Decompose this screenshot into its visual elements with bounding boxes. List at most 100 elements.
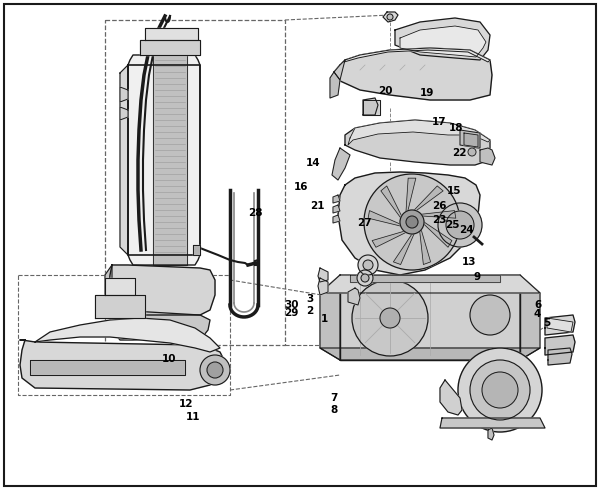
Polygon shape [140,40,200,55]
Circle shape [470,295,510,335]
Polygon shape [333,205,340,213]
Polygon shape [318,278,328,295]
Text: 12: 12 [179,399,193,409]
Text: 15: 15 [447,186,461,196]
Polygon shape [406,178,416,212]
Polygon shape [105,278,135,295]
Polygon shape [345,120,490,165]
Polygon shape [20,340,225,390]
Circle shape [200,355,230,385]
Polygon shape [334,60,345,80]
Polygon shape [368,211,401,226]
Polygon shape [338,172,480,275]
Text: 29: 29 [284,308,299,318]
Polygon shape [153,55,187,265]
Text: 17: 17 [432,117,446,126]
Text: 20: 20 [378,86,392,96]
Polygon shape [348,120,490,145]
Text: 23: 23 [432,215,446,224]
Text: 6: 6 [534,300,541,310]
Circle shape [406,216,418,228]
Text: 10: 10 [162,354,176,364]
Text: 2: 2 [306,306,313,316]
Polygon shape [320,275,340,360]
Polygon shape [145,28,198,40]
Circle shape [482,372,518,408]
Polygon shape [108,265,215,315]
Text: 24: 24 [459,225,473,235]
Polygon shape [421,211,456,218]
Text: 5: 5 [543,318,550,328]
Circle shape [361,274,369,282]
Polygon shape [400,26,486,57]
Polygon shape [333,215,340,223]
Polygon shape [193,245,200,255]
Text: 1: 1 [321,314,328,323]
Circle shape [387,14,393,20]
Polygon shape [460,130,480,148]
Polygon shape [547,318,573,332]
Text: 30: 30 [284,300,299,310]
Polygon shape [420,230,431,265]
Text: 22: 22 [452,148,467,158]
Circle shape [470,360,530,420]
Text: 18: 18 [449,123,463,133]
Polygon shape [350,275,500,282]
Polygon shape [414,186,443,211]
Text: 19: 19 [420,88,434,98]
Polygon shape [334,48,492,100]
Polygon shape [464,133,478,147]
Polygon shape [333,195,340,203]
Circle shape [352,280,428,356]
Polygon shape [320,275,540,293]
Text: 16: 16 [294,182,308,192]
Polygon shape [344,48,490,62]
Polygon shape [95,295,145,318]
Circle shape [446,211,474,239]
Polygon shape [395,18,490,60]
Polygon shape [372,231,406,247]
Polygon shape [545,335,575,355]
Circle shape [363,260,373,270]
Text: 13: 13 [462,257,476,267]
Polygon shape [548,348,572,365]
Polygon shape [120,65,128,255]
Polygon shape [363,98,378,115]
Polygon shape [545,315,575,335]
Polygon shape [440,380,462,415]
Polygon shape [363,100,380,115]
Polygon shape [320,348,540,360]
Circle shape [400,210,424,234]
Text: 21: 21 [310,201,325,211]
Circle shape [364,174,460,270]
Circle shape [438,203,482,247]
Polygon shape [318,268,328,282]
Text: 11: 11 [186,413,200,422]
Polygon shape [440,418,545,428]
Polygon shape [332,148,350,180]
Circle shape [207,362,223,378]
Circle shape [380,308,400,328]
Polygon shape [394,234,414,265]
Text: 4: 4 [534,309,541,318]
Circle shape [458,348,542,432]
Polygon shape [128,55,200,265]
Polygon shape [381,186,401,218]
Text: 9: 9 [474,272,481,282]
Polygon shape [120,107,128,120]
Polygon shape [105,265,112,315]
Text: 14: 14 [306,158,320,168]
Polygon shape [348,288,360,305]
Polygon shape [383,12,398,22]
Text: 25: 25 [445,220,460,230]
Text: 26: 26 [432,201,446,211]
Circle shape [468,148,476,156]
Polygon shape [488,428,494,440]
Text: 27: 27 [358,218,372,228]
Text: 8: 8 [330,405,337,415]
Polygon shape [480,148,495,165]
Polygon shape [520,275,540,360]
Polygon shape [110,310,210,340]
Text: 3: 3 [306,294,313,304]
Polygon shape [340,275,520,360]
